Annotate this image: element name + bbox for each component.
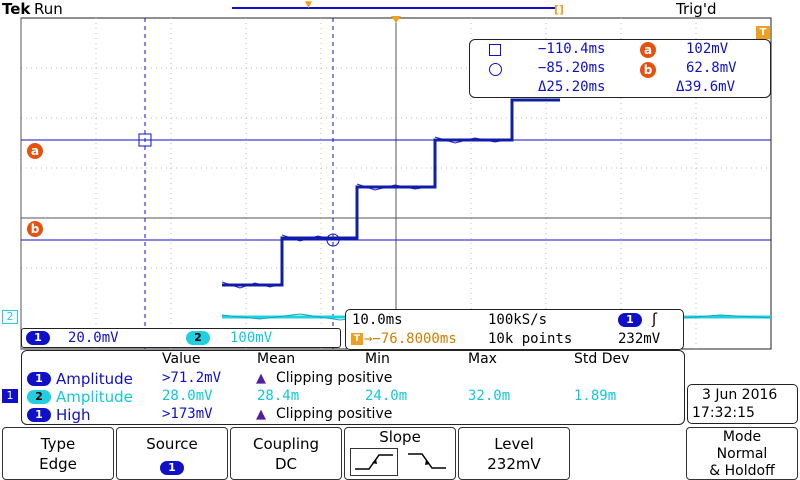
record-view-bar <box>232 7 556 9</box>
coupling-label: Coupling <box>252 435 320 453</box>
delta-value: Δ39.6mV <box>676 79 736 95</box>
row-min: 24.0m <box>365 388 408 404</box>
trigger-pos-icon: T <box>351 333 363 345</box>
date: 3 Jun 2016 <box>702 387 778 403</box>
cursor-b-value: 62.8mV <box>686 60 737 76</box>
ch1-scale[interactable]: 20.0mV <box>68 330 119 346</box>
source-chip: 1 <box>160 461 184 475</box>
measurements-panel: Value Mean Min Max Std Dev 1 Amplitude >… <box>21 350 685 425</box>
row-mean: Clipping positive <box>276 370 393 386</box>
ch2-chip[interactable]: 2 <box>186 331 210 345</box>
timebase-panel: 10.0ms 100kS/s 1 ʃ T →−76.8000ms 10k poi… <box>345 309 684 350</box>
row-name: High <box>56 406 91 424</box>
table-row[interactable]: 2 Amplitude 28.0mV 28.4m 24.0m 32.0m 1.8… <box>22 388 682 406</box>
trigger-level-readout: 232mV <box>618 331 661 347</box>
table-row[interactable]: 1 Amplitude >71.2mV ▲ Clipping positive <box>22 370 682 388</box>
trigger-source-chip: 1 <box>618 313 642 327</box>
row-name: Amplitude <box>56 370 133 388</box>
square-cursor-icon <box>489 44 501 56</box>
cursor-a-marker[interactable]: a <box>27 143 43 159</box>
coupling-value: DC <box>274 455 298 473</box>
cursor-a-value: 102mV <box>686 41 729 57</box>
mode-label: Mode <box>722 429 762 445</box>
sample-rate: 100kS/s <box>488 312 548 328</box>
table-row[interactable]: 1 High >173mV ▲ Clipping positive <box>22 406 682 424</box>
datetime-panel: 3 Jun 2016 17:32:15 <box>687 384 798 424</box>
row-value: >71.2mV <box>162 370 222 386</box>
square-cursor-time: −110.4ms <box>538 41 606 57</box>
level-label: Level <box>494 435 534 453</box>
source-label: Source <box>146 435 198 453</box>
header-min: Min <box>365 351 390 367</box>
row-name: Amplitude <box>56 388 133 406</box>
rising-slope-icon[interactable] <box>350 448 398 476</box>
row-source-chip: 1 <box>27 372 51 386</box>
header-std-dev: Std Dev <box>574 351 630 367</box>
ch2-ground-marker[interactable]: 2 <box>2 310 18 324</box>
trigger-slope-icon: ʃ <box>652 310 658 328</box>
record-length: 10k points <box>488 331 573 347</box>
cursor-b-marker[interactable]: b <box>27 221 43 237</box>
ch1-chip[interactable]: 1 <box>26 331 50 345</box>
cursor-readout-panel: −110.4ms −85.20ms Δ25.20ms a b 102mV 62.… <box>469 39 771 98</box>
mode-value-2: & Holdoff <box>709 463 775 479</box>
cursor-b-badge: b <box>640 62 656 78</box>
mode-value-1: Normal <box>716 446 768 462</box>
trigger-position-marker-icon: ▼ <box>305 0 312 10</box>
run-status: Run <box>34 0 63 18</box>
time-per-div[interactable]: 10.0ms <box>352 312 403 328</box>
row-value: >173mV <box>162 406 213 422</box>
header-max: Max <box>468 351 497 367</box>
cursor-a-badge: a <box>640 42 656 58</box>
header-mean: Mean <box>257 351 296 367</box>
time: 17:32:15 <box>692 405 755 421</box>
level-value: 232mV <box>487 455 541 473</box>
row-mean: 28.4m <box>257 388 300 404</box>
delta-time: Δ25.20ms <box>538 79 606 95</box>
warning-triangle-icon: ▲ <box>256 371 266 386</box>
coupling-button[interactable]: Coupling DC <box>230 427 342 480</box>
ch2-scale[interactable]: 100mV <box>230 330 273 346</box>
trigger-position[interactable]: →−76.8000ms <box>364 331 457 347</box>
circle-cursor-time: −85.20ms <box>538 60 606 76</box>
brand-logo: Tek <box>2 0 31 18</box>
source-button[interactable]: Source 1 <box>116 427 228 480</box>
falling-slope-icon[interactable] <box>403 448 451 476</box>
row-mean: Clipping positive <box>276 406 393 422</box>
slope-label: Slope <box>379 428 421 446</box>
trigger-level-marker[interactable]: T <box>756 26 770 39</box>
row-std: 1.89m <box>574 388 617 404</box>
mode-button[interactable]: Mode Normal & Holdoff <box>686 427 798 480</box>
trigger-status: Trig'd <box>676 0 717 18</box>
type-button[interactable]: Type Edge <box>2 427 114 480</box>
channel-scale-panel: 1 20.0mV 2 100mV <box>21 328 341 348</box>
row-value: 28.0mV <box>162 388 213 404</box>
ch1-ground-marker[interactable]: 1 <box>2 389 18 403</box>
row-max: 32.0m <box>468 388 511 404</box>
type-value: Edge <box>39 455 77 473</box>
record-bracket-icon: [] <box>554 3 565 16</box>
type-label: Type <box>40 435 76 453</box>
header-value: Value <box>162 351 201 367</box>
level-button[interactable]: Level 232mV <box>458 427 570 480</box>
row-source-chip: 1 <box>27 408 51 422</box>
slope-button[interactable]: Slope <box>344 427 456 480</box>
circle-cursor-icon <box>489 63 502 76</box>
warning-triangle-icon: ▲ <box>256 407 266 422</box>
row-source-chip: 2 <box>27 390 51 404</box>
